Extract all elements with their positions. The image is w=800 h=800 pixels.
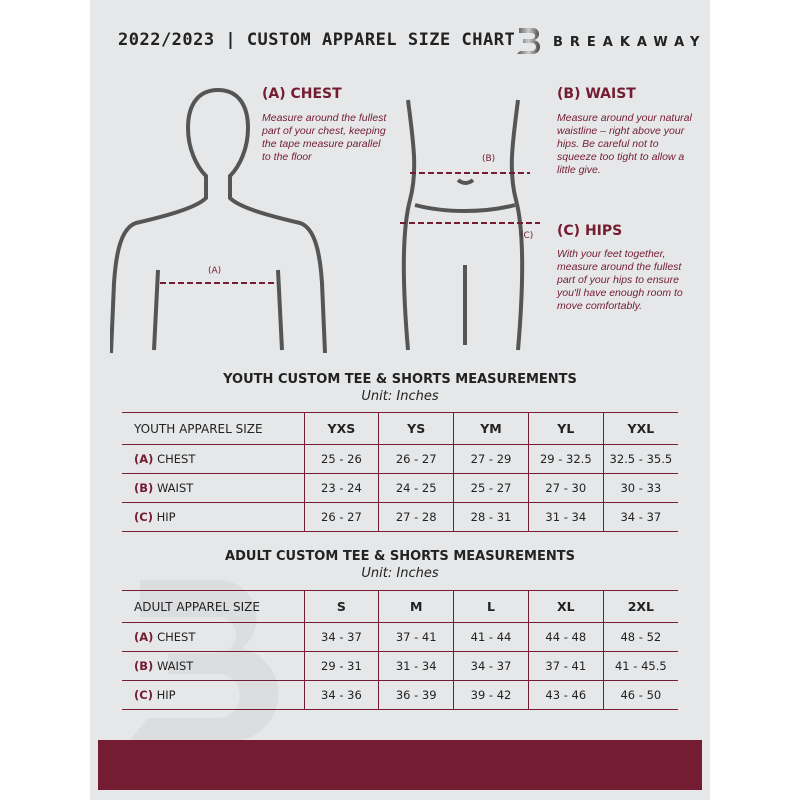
measurement-name: HIP xyxy=(156,688,176,702)
table-cell: 27 - 28 xyxy=(378,502,454,532)
measurement-name: CHEST xyxy=(157,630,196,644)
measurement-code: (B) xyxy=(134,481,154,495)
size-header: YXS xyxy=(303,412,379,445)
size-label: ADULT APPAREL SIZE xyxy=(122,590,304,623)
measurement-code: (A) xyxy=(134,630,154,644)
youth-table-title: YOUTH CUSTOM TEE & SHORTS MEASUREMENTS xyxy=(223,372,577,387)
table-cell: 25 - 26 xyxy=(303,444,379,474)
measurement-code: (C) xyxy=(134,510,153,524)
measurement-name: CHEST xyxy=(157,452,196,466)
waist-marker: (B) xyxy=(482,154,496,164)
measurement-label: (A) CHEST xyxy=(122,444,304,474)
adult-table-unit: Unit: Inches xyxy=(361,566,439,581)
table-cell: 41 - 45.5 xyxy=(602,651,678,681)
size-header: M xyxy=(378,590,454,623)
size-chart-page: 2022/2023 | CUSTOM APPAREL SIZE CHART BR… xyxy=(90,0,710,800)
table-row: (C) HIP 34 - 36 36 - 39 39 - 42 43 - 46 46 - … xyxy=(122,680,678,710)
table-cell: 39 - 42 xyxy=(453,680,529,710)
footer-bar xyxy=(98,740,702,790)
table-cell: 26 - 27 xyxy=(378,444,454,474)
measurement-label: (C) HIP xyxy=(122,502,304,532)
table-cell: 36 - 39 xyxy=(378,680,454,710)
table-header-row: ADULT APPAREL SIZE S M L XL 2XL xyxy=(122,590,678,623)
table-cell: 34 - 36 xyxy=(303,680,379,710)
measurement-name: WAIST xyxy=(156,481,194,495)
table-cell: 27 - 29 xyxy=(453,444,529,474)
table-cell: 41 - 44 xyxy=(453,622,529,652)
waist-hips-figure-illustration xyxy=(400,99,540,351)
measurement-label: (A) CHEST xyxy=(122,622,304,652)
size-header: YS xyxy=(378,412,454,445)
measurement-code: (B) xyxy=(134,659,154,673)
table-cell: 34 - 37 xyxy=(303,622,379,652)
youth-table-unit: Unit: Inches xyxy=(361,389,439,404)
brand-name: BREAKAWAY xyxy=(553,34,707,50)
hips-heading: (C) HIPS xyxy=(557,223,623,239)
measurement-label: (B) WAIST xyxy=(122,473,304,503)
measurement-name: HIP xyxy=(156,510,176,524)
chest-description: Measure around the fullest part of your … xyxy=(262,112,387,163)
hips-description: With your feet together, measure around … xyxy=(557,248,683,312)
table-cell: 31 - 34 xyxy=(527,502,604,532)
measurement-code: (C) xyxy=(134,688,153,702)
table-cell: 37 - 41 xyxy=(378,622,454,652)
breakaway-logo-icon xyxy=(517,28,540,54)
table-row: (C) HIP 26 - 27 27 - 28 28 - 31 31 - 34 34 - … xyxy=(122,502,678,532)
adult-size-table: ADULT APPAREL SIZE S M L XL 2XL (A) CHEST 34 - … xyxy=(122,590,678,710)
size-label: YOUTH APPAREL SIZE xyxy=(122,412,304,445)
table-cell: 34 - 37 xyxy=(453,651,529,681)
measurement-label: (C) HIP xyxy=(122,680,304,710)
table-cell: 23 - 24 xyxy=(303,473,379,503)
chest-marker: (A) xyxy=(208,266,222,276)
table-row: (A) CHEST 34 - 37 37 - 41 41 - 44 44 - 48 48 … xyxy=(122,622,678,652)
measurement-code: (A) xyxy=(134,452,154,466)
brand-logo: BREAKAWAY xyxy=(515,26,706,58)
table-cell: 46 - 50 xyxy=(602,680,678,710)
size-header: YXL xyxy=(602,412,678,445)
measurement-label: (B) WAIST xyxy=(122,651,304,681)
table-header-row: YOUTH APPAREL SIZE YXS YS YM YL YXL xyxy=(122,412,678,445)
table-cell: 29 - 31 xyxy=(303,651,379,681)
table-cell: 30 - 33 xyxy=(602,473,678,503)
table-cell: 24 - 25 xyxy=(378,473,454,503)
page-title: 2022/2023 | CUSTOM APPAREL SIZE CHART xyxy=(118,30,516,50)
table-cell: 26 - 27 xyxy=(303,502,379,532)
table-cell: 27 - 30 xyxy=(527,473,604,503)
chest-figure-illustration xyxy=(110,88,327,354)
table-cell: 29 - 32.5 xyxy=(527,444,604,474)
table-row: (B) WAIST 29 - 31 31 - 34 34 - 37 37 - 41 41 … xyxy=(122,651,678,681)
size-header: YM xyxy=(453,412,529,445)
table-cell: 31 - 34 xyxy=(378,651,454,681)
size-header: XL xyxy=(527,590,604,623)
adult-table-title: ADULT CUSTOM TEE & SHORTS MEASUREMENTS xyxy=(225,549,575,564)
table-cell: 34 - 37 xyxy=(602,502,678,532)
size-header: S xyxy=(303,590,379,623)
size-header: L xyxy=(453,590,529,623)
size-header: 2XL xyxy=(602,590,678,623)
hips-marker: (C) xyxy=(520,231,534,241)
chest-heading: (A) CHEST xyxy=(262,86,342,102)
table-cell: 37 - 41 xyxy=(527,651,604,681)
waist-heading: (B) WAIST xyxy=(557,86,636,102)
table-cell: 32.5 - 35.5 xyxy=(602,444,678,474)
table-cell: 48 - 52 xyxy=(602,622,678,652)
table-row: (B) WAIST 23 - 24 24 - 25 25 - 27 27 - 30 30 … xyxy=(122,473,678,503)
table-row: (A) CHEST 25 - 26 26 - 27 27 - 29 29 - 32.5 3… xyxy=(122,444,678,474)
measurement-name: WAIST xyxy=(156,659,194,673)
youth-size-table: YOUTH APPAREL SIZE YXS YS YM YL YXL (A) CHEST 2… xyxy=(122,412,678,532)
waist-description: Measure around your natural waistline – … xyxy=(557,112,692,176)
table-cell: 25 - 27 xyxy=(453,473,529,503)
table-cell: 43 - 46 xyxy=(527,680,604,710)
table-cell: 44 - 48 xyxy=(527,622,604,652)
table-cell: 28 - 31 xyxy=(453,502,529,532)
size-header: YL xyxy=(527,412,604,445)
